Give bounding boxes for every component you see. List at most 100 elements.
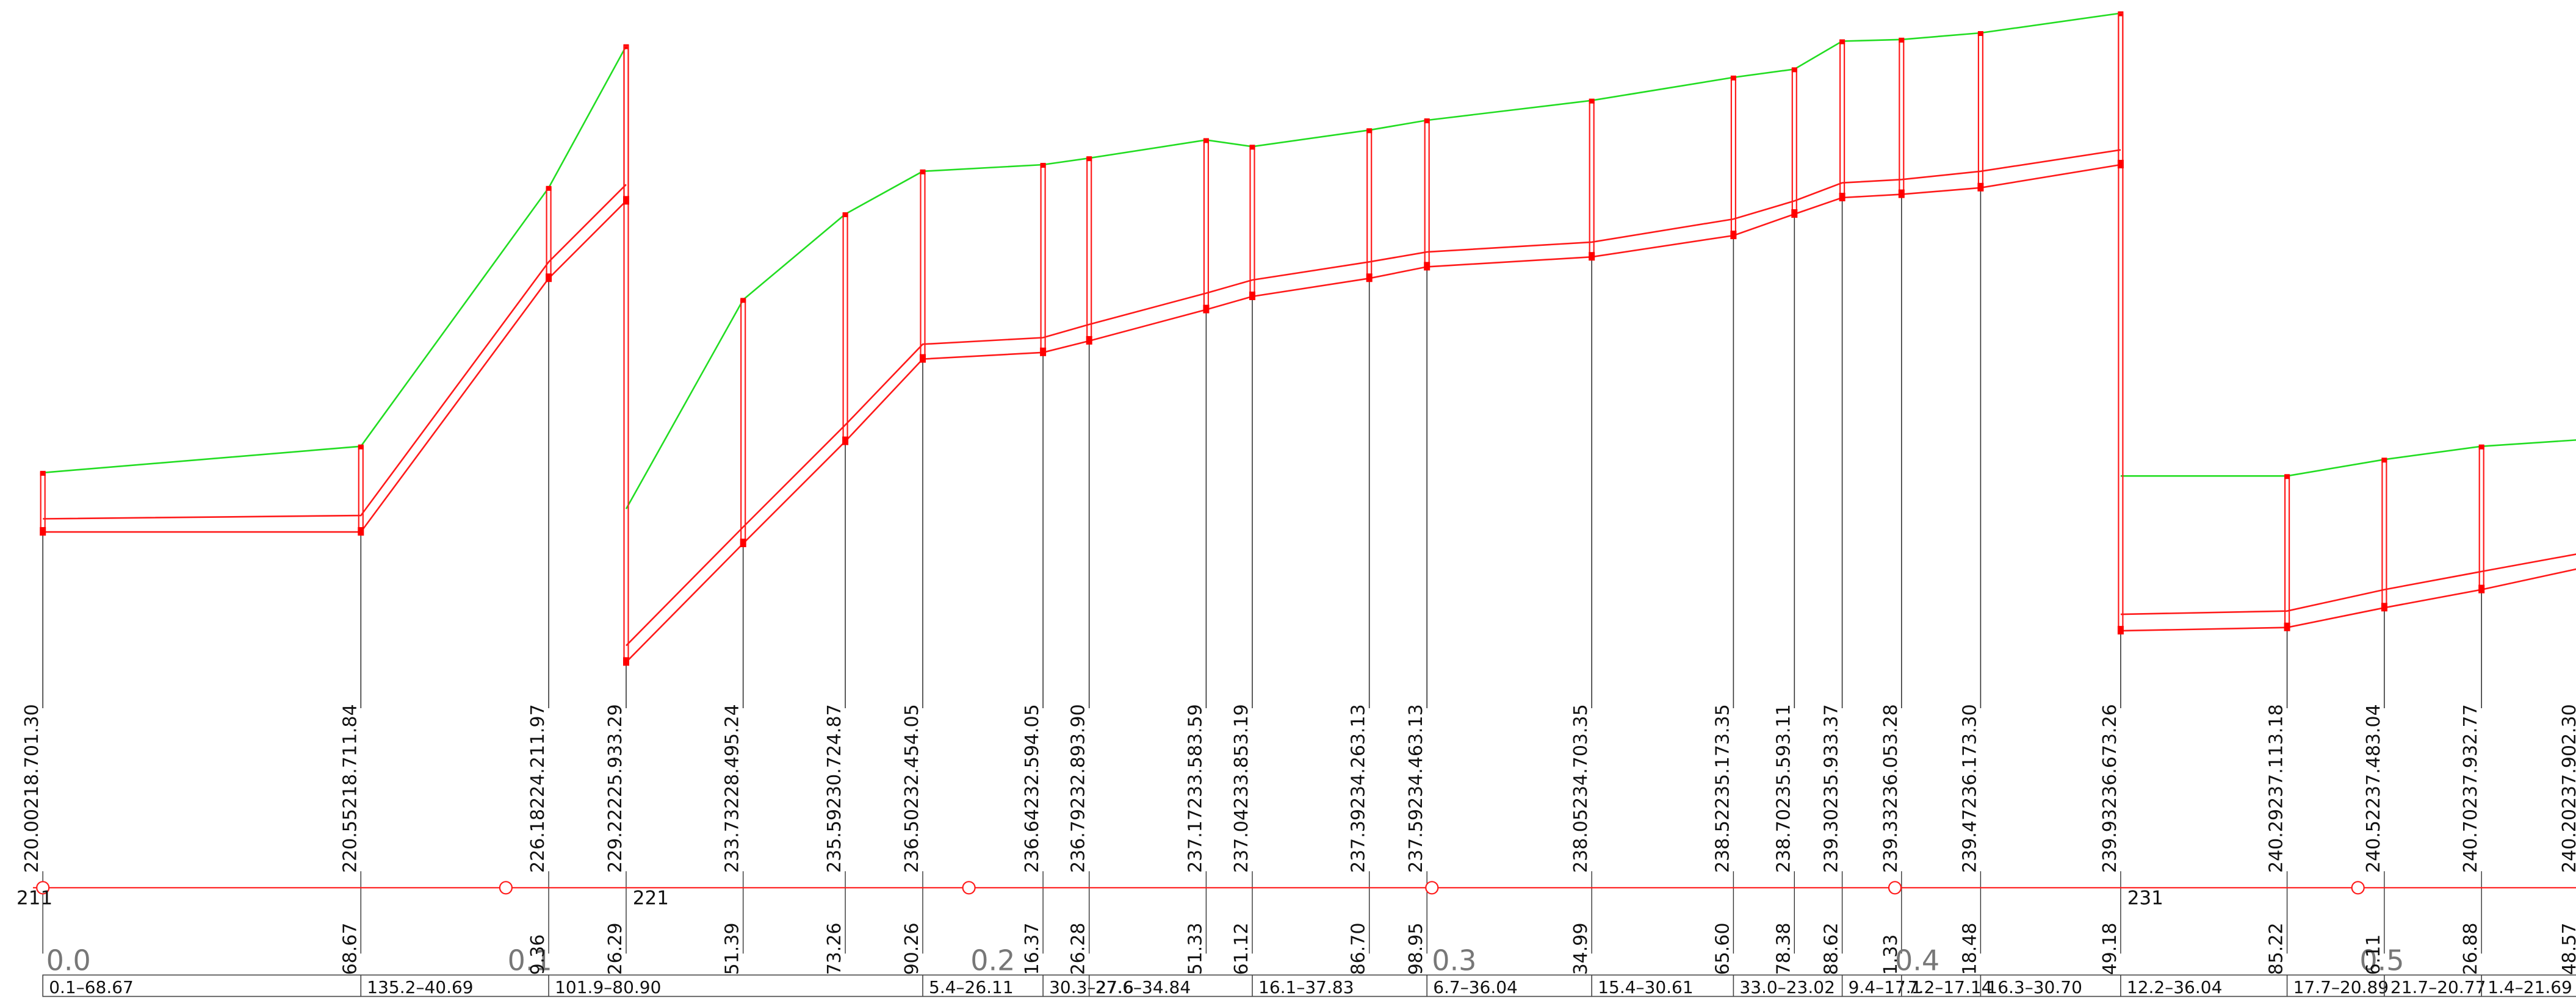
distance-labels: 68.67 9.36 26.29 51.39 73.26 90.26 16.37 26.28 5… (339, 923, 2576, 975)
segment-table: 0.1–68.67 135.2–40.69 101.9–80.90 5.4–26.11… (42, 974, 2576, 997)
manhole-top-marker (1839, 39, 1845, 45)
station-label: 238.05234.703.35 (1570, 704, 1592, 873)
distance-label: 26.29 (605, 923, 626, 975)
station-labels: 220.00218.701.30 220.55218.711.84 226.1822… (21, 704, 2576, 873)
manhole-bottom-marker (920, 354, 926, 363)
manhole-top-marker (1424, 118, 1430, 124)
manhole-top-marker (2381, 457, 2387, 463)
manhole-top-marker (1249, 145, 1255, 150)
station-label: 240.52237.483.04 (2363, 704, 2384, 873)
segment-cell: 33.0–23.02 (1739, 977, 1835, 997)
distance-label: 51.33 (1185, 923, 1206, 975)
km-label: 0.2 (970, 944, 1015, 977)
km-label: 0.4 (1895, 944, 1939, 977)
station-label: 233.73228.495.24 (722, 704, 743, 873)
station-label: 229.22225.933.29 (605, 704, 626, 873)
station-label: 240.20237.902.30 (2559, 704, 2576, 873)
manhole-bottom-marker (740, 539, 746, 547)
segment-cell: 15.4–30.61 (1598, 977, 1694, 997)
km-marker-circle (1425, 881, 1439, 895)
distance-label: 88.62 (1821, 923, 1842, 975)
manhole-bottom-marker (623, 657, 629, 666)
manhole-bottom-marker (1203, 304, 1210, 314)
km-marker-circle (962, 881, 976, 895)
km-label: 0.0 (46, 944, 91, 977)
manhole-bottom-marker (1086, 335, 1092, 345)
km-label: 0.3 (1432, 944, 1476, 977)
manhole-top-marker (2284, 474, 2290, 479)
distance-label: 34.99 (1570, 923, 1592, 975)
segment-cell: 30.3–27.6 (1049, 977, 1134, 997)
segment-cell: 0.1–68.67 (49, 977, 134, 997)
manhole-bottom-marker (1366, 273, 1373, 282)
distance-label: 48.57 (2559, 923, 2576, 975)
manhole-bottom-marker (1040, 347, 1047, 356)
node-label: 231 (2127, 887, 2163, 909)
manhole-top-marker (1791, 67, 1797, 73)
station-label: 239.47236.173.30 (1959, 704, 1980, 873)
baseline-start-circle (36, 881, 50, 895)
distance-label: 68.67 (339, 923, 361, 975)
station-label: 236.79232.893.90 (1068, 704, 1089, 873)
station-label: 239.93236.673.26 (2099, 704, 2121, 873)
manhole-bottom-marker (2478, 584, 2485, 594)
distance-label: 73.26 (824, 923, 845, 975)
station-label: 236.50232.454.05 (901, 704, 923, 873)
distance-label: 18.48 (1959, 923, 1980, 975)
manhole-bottom-marker (1898, 189, 1905, 198)
distance-label: 51.39 (722, 923, 743, 975)
km-label: 0.1 (508, 944, 552, 977)
manhole-top-marker (1366, 128, 1373, 134)
km-marker-circle (2351, 881, 2365, 895)
manhole-bottom-marker (1839, 193, 1845, 201)
pipe-bottom-line-run-1 (43, 200, 627, 533)
station-stems (42, 187, 2482, 708)
station-label: 220.55218.711.84 (339, 704, 361, 873)
segment-cell: 5.4–26.11 (929, 977, 1014, 997)
distance-label: 86.70 (1348, 923, 1369, 975)
segment-cell: 16.3–30.70 (1986, 977, 2082, 997)
manhole-bottom-marker (2117, 626, 2124, 635)
chainage-baseline: 211 221 231 0.0 0.1 0.2 0.3 0.4 0.5 (16, 871, 2576, 977)
segment-cell: 9.4–17.1 (1849, 977, 1922, 997)
station-label: 240.29237.113.18 (2266, 704, 2287, 873)
manhole-bottom-marker (842, 436, 849, 445)
km-marker-circle (499, 881, 513, 895)
distance-label: 90.26 (901, 923, 923, 975)
manhole-bottom-marker (546, 273, 552, 282)
pipe-top-line-run-2 (626, 149, 2121, 647)
station-label: 236.64232.594.05 (1022, 704, 1043, 873)
manhole-bottom-marker (1589, 252, 1595, 261)
distance-label: 49.18 (2099, 923, 2121, 975)
distance-label: 1.33 (1880, 935, 1902, 975)
manhole-bottom-marker (358, 527, 364, 536)
station-label: 237.04233.853.19 (1231, 704, 1252, 873)
station-label: 235.59230.724.87 (824, 704, 845, 873)
manhole-top-marker (1203, 138, 1209, 143)
distance-label: 26.88 (2460, 923, 2481, 975)
manhole-bottom-marker (1791, 209, 1798, 218)
manhole-bottom-marker (1424, 262, 1431, 271)
distance-label: 85.22 (2266, 923, 2287, 975)
manhole-top-marker (1730, 75, 1736, 81)
distance-label: 98.95 (1405, 923, 1427, 975)
distance-label: 65.60 (1712, 923, 1733, 975)
segment-cell: 16.1–37.83 (1258, 977, 1354, 997)
station-label: 237.59234.463.13 (1405, 704, 1427, 873)
manhole-top-marker (546, 185, 552, 191)
manhole-top-marker (1589, 98, 1595, 104)
manhole-bottom-marker (2284, 622, 2290, 631)
distance-label: 6.11 (2363, 935, 2384, 975)
manhole-top-marker (1977, 31, 1983, 36)
manhole-bottom-marker (2381, 603, 2387, 612)
segment-cell: 101.9–80.90 (555, 977, 661, 997)
station-label: 237.17233.583.59 (1185, 704, 1206, 873)
manhole-bottom-marker (1730, 231, 1737, 240)
pipe-top-line-run-3 (2120, 553, 2576, 615)
manhole-top-marker (842, 212, 848, 217)
manhole-bottom-marker (1977, 182, 1984, 192)
distance-label: 16.37 (1022, 923, 1043, 975)
manhole-bottom-marker (623, 196, 629, 205)
